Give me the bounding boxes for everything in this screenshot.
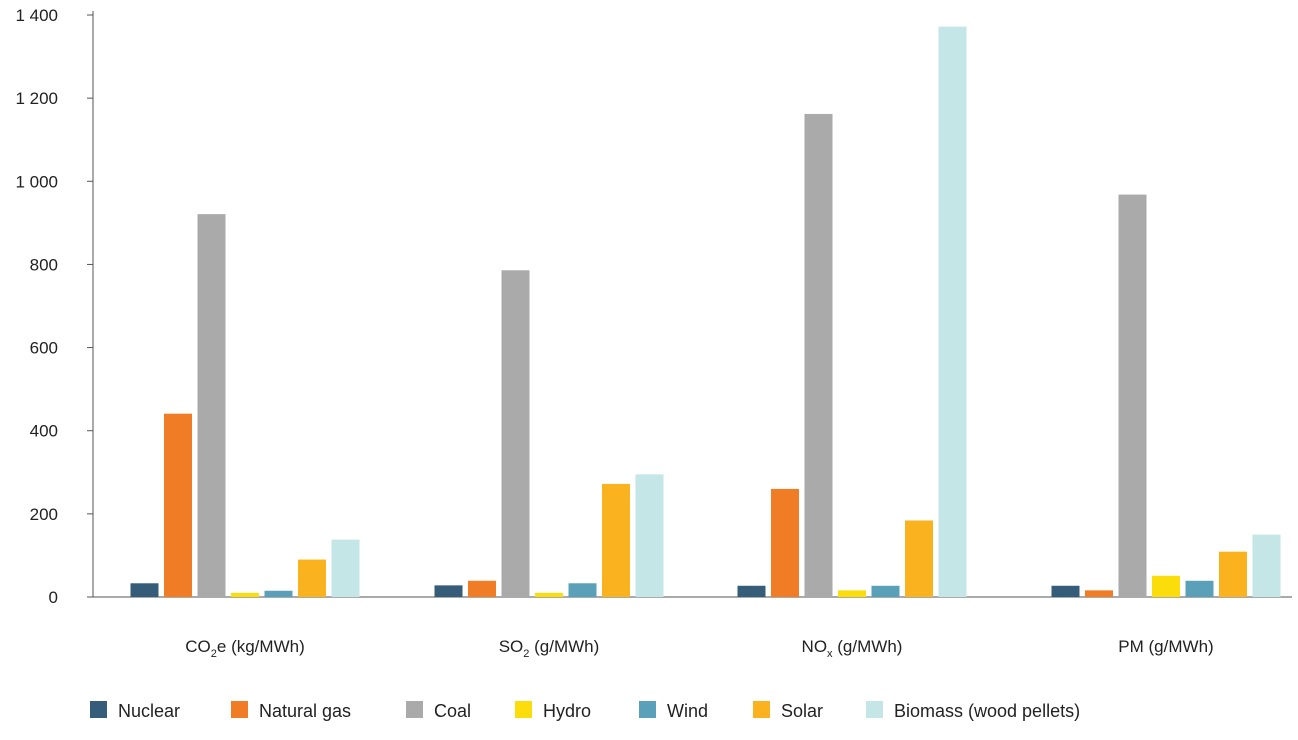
legend-item: Hydro <box>515 701 591 721</box>
legend-swatch <box>90 701 107 718</box>
bar <box>331 539 360 597</box>
legend-label: Natural gas <box>259 701 351 721</box>
bar <box>568 583 597 597</box>
x-category-label-subscript: x <box>827 648 833 660</box>
legend-item: Nuclear <box>90 701 180 721</box>
x-category-label-rest: (g/MWh) <box>529 637 599 656</box>
y-tick-label: 200 <box>30 505 58 524</box>
x-category-label-rest: e (kg/MWh) <box>217 637 305 656</box>
legend-swatch <box>515 701 532 718</box>
bar <box>737 585 766 597</box>
bar <box>838 590 866 597</box>
bar <box>1152 575 1180 597</box>
y-tick-label: 1 000 <box>15 172 58 191</box>
y-tick-label: 1 400 <box>15 6 58 25</box>
x-category-label-subscript: 2 <box>523 648 529 660</box>
y-tick-label: 600 <box>30 339 58 358</box>
bar <box>1051 585 1080 597</box>
y-tick-label: 1 200 <box>15 89 58 108</box>
legend-swatch <box>639 701 656 718</box>
x-category-label-subscript: 2 <box>211 648 217 660</box>
bar <box>535 592 563 597</box>
bar <box>905 520 933 597</box>
bar <box>164 413 192 597</box>
legend: Nuclear Natural gas Coal Hydro Wind Solar Biom… <box>90 701 1080 721</box>
x-category-label-main: NO <box>802 637 828 656</box>
bar <box>1252 534 1281 597</box>
bar <box>501 270 530 597</box>
bar <box>298 559 326 597</box>
bar <box>1118 194 1147 598</box>
legend-label: Coal <box>434 701 471 721</box>
bar <box>197 214 226 597</box>
x-category-label-rest: (g/MWh) <box>833 637 903 656</box>
x-category-label-main: SO <box>499 637 524 656</box>
bar <box>1219 551 1247 597</box>
bar <box>635 474 664 597</box>
x-category-label: NOx (g/MWh) <box>802 637 903 660</box>
bar <box>602 483 630 597</box>
legend-swatch <box>866 701 883 718</box>
bar <box>1185 580 1214 597</box>
x-category-label-main: PM (g/MWh) <box>1118 637 1213 656</box>
x-category-label: CO2e (kg/MWh) <box>185 637 304 660</box>
bar <box>1085 590 1113 597</box>
bar <box>771 488 799 597</box>
bar <box>130 583 159 597</box>
legend-item: Biomass (wood pellets) <box>866 701 1080 721</box>
legend-item: Wind <box>639 701 708 721</box>
legend-item: Coal <box>406 701 471 721</box>
bar <box>434 585 463 597</box>
legend-item: Solar <box>753 701 823 721</box>
y-tick-label: 0 <box>49 588 58 607</box>
bar <box>938 26 967 597</box>
bar <box>468 580 496 597</box>
legend-label: Biomass (wood pellets) <box>894 701 1080 721</box>
x-category-label: PM (g/MWh) <box>1118 637 1213 656</box>
legend-label: Wind <box>667 701 708 721</box>
y-tick-label: 800 <box>30 255 58 274</box>
bar <box>231 592 259 597</box>
y-tick-label: 400 <box>30 422 58 441</box>
legend-item: Natural gas <box>231 701 351 721</box>
bar <box>264 590 293 597</box>
legend-swatch <box>406 701 423 718</box>
legend-label: Nuclear <box>118 701 180 721</box>
bar <box>871 585 900 597</box>
legend-swatch <box>231 701 248 718</box>
x-category-label-main: CO <box>185 637 211 656</box>
legend-label: Hydro <box>543 701 591 721</box>
bar <box>804 113 833 597</box>
legend-swatch <box>753 701 770 718</box>
legend-label: Solar <box>781 701 823 721</box>
x-category-label: SO2 (g/MWh) <box>499 637 600 660</box>
